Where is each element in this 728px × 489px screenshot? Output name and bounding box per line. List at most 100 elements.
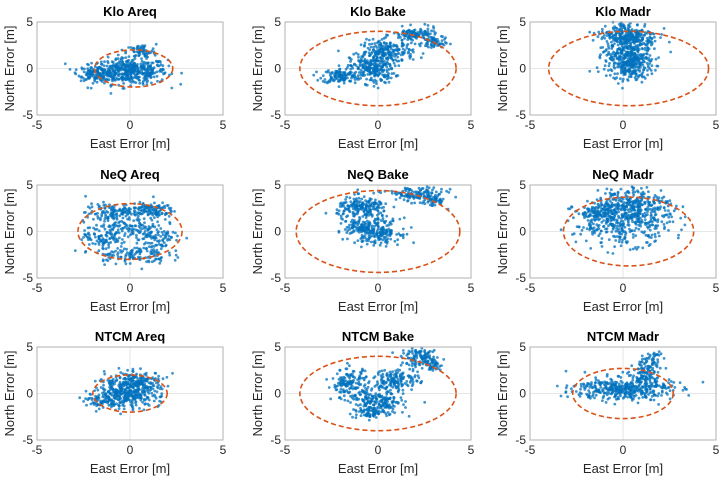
data-point: [84, 389, 88, 393]
data-point: [356, 53, 360, 56]
data-point: [617, 46, 621, 50]
data-point: [588, 30, 592, 34]
data-point: [114, 391, 118, 395]
data-point: [599, 241, 603, 245]
data-point: [374, 198, 377, 202]
data-point: [643, 33, 646, 37]
data-point: [144, 247, 148, 251]
data-point: [389, 220, 392, 224]
data-point: [104, 247, 108, 251]
data-point: [319, 76, 323, 80]
data-point: [631, 40, 635, 44]
data-point: [386, 58, 389, 62]
data-point: [157, 204, 161, 208]
data-point: [101, 241, 105, 245]
data-point: [112, 250, 115, 254]
data-point: [101, 387, 105, 390]
data-point: [145, 80, 149, 84]
data-point: [662, 223, 666, 226]
data-point: [652, 201, 656, 205]
x-tick-label: -5: [525, 118, 536, 132]
data-point: [170, 236, 174, 239]
data-point: [606, 42, 610, 46]
data-point: [409, 37, 413, 41]
data-point: [640, 198, 644, 201]
x-tick-label: 0: [127, 281, 134, 295]
data-point: [363, 82, 367, 86]
data-point: [665, 213, 669, 217]
data-point: [401, 233, 405, 236]
data-point: [652, 210, 655, 213]
data-point: [653, 35, 656, 39]
data-point: [120, 229, 124, 233]
data-point: [606, 211, 610, 215]
data-point: [158, 261, 162, 265]
data-point: [440, 187, 443, 191]
data-point: [640, 43, 644, 46]
data-point: [630, 215, 633, 219]
y-tick-label: -5: [515, 271, 526, 285]
x-tick-label: 0: [620, 281, 627, 295]
data-point: [620, 45, 624, 48]
y-axis-label: North Error [m]: [2, 26, 17, 112]
data-point: [351, 212, 355, 216]
data-point: [88, 206, 92, 210]
data-point: [405, 46, 409, 50]
data-point: [387, 227, 391, 231]
subplot-title: NTCM Areq: [95, 329, 165, 344]
data-point: [632, 58, 636, 62]
data-point: [82, 220, 86, 224]
data-point: [397, 33, 401, 36]
data-point: [616, 206, 619, 210]
data-point: [335, 388, 339, 392]
data-point: [639, 222, 642, 226]
data-point: [121, 216, 125, 220]
data-point: [167, 214, 171, 218]
data-point: [359, 371, 363, 375]
data-point: [133, 246, 137, 250]
data-point: [128, 210, 132, 214]
data-point: [176, 234, 179, 238]
data-point: [152, 259, 156, 263]
data-point: [119, 255, 123, 259]
data-point: [608, 56, 612, 60]
data-point: [638, 64, 642, 67]
data-point: [116, 255, 120, 259]
data-point: [115, 394, 119, 397]
data-point: [363, 43, 366, 47]
y-tick-label: 0: [519, 62, 526, 76]
data-point: [631, 186, 635, 190]
data-point: [602, 34, 606, 37]
data-point: [620, 50, 624, 53]
data-point: [605, 53, 609, 57]
data-point: [141, 81, 145, 85]
y-axis-label: North Error [m]: [495, 26, 510, 112]
data-point: [379, 202, 383, 206]
data-point: [601, 46, 605, 49]
data-point: [593, 231, 597, 235]
data-point: [596, 225, 600, 228]
data-point: [161, 244, 165, 248]
data-point: [418, 196, 422, 200]
data-point: [373, 73, 377, 76]
data-point: [154, 233, 158, 237]
data-point: [603, 64, 607, 67]
data-point: [89, 238, 93, 242]
data-point: [408, 195, 411, 198]
data-point: [173, 210, 176, 213]
data-point: [409, 52, 412, 56]
data-point: [107, 70, 111, 74]
data-point: [167, 234, 171, 238]
data-point: [641, 212, 645, 216]
data-point: [385, 214, 389, 218]
data-point: [109, 386, 113, 390]
data-point: [155, 381, 158, 385]
data-point: [134, 228, 138, 232]
data-point: [139, 378, 143, 382]
data-point: [369, 66, 373, 70]
x-axis-label: East Error [m]: [583, 299, 663, 314]
data-point: [611, 252, 615, 255]
data-point: [130, 251, 134, 254]
data-point: [351, 66, 355, 70]
data-point: [638, 40, 641, 44]
